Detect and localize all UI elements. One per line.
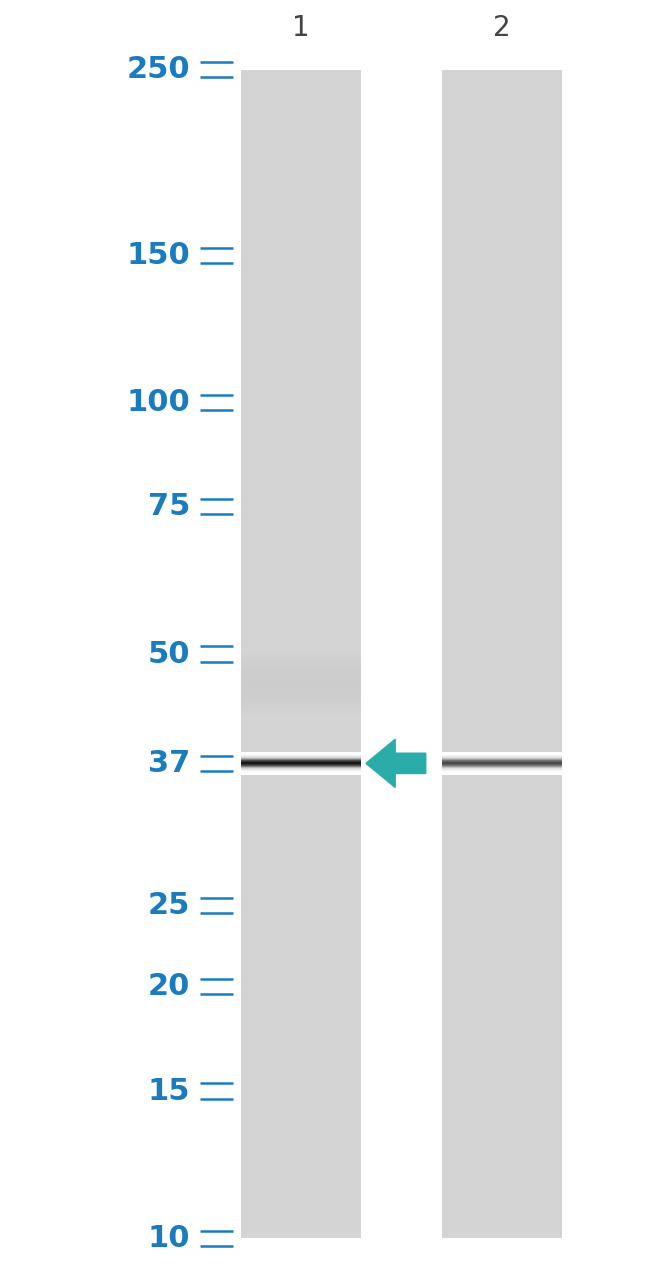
Bar — [240, 654, 361, 655]
Bar — [240, 691, 361, 692]
Bar — [240, 679, 361, 681]
Bar — [240, 698, 361, 700]
Text: 15: 15 — [148, 1077, 190, 1106]
Bar — [240, 706, 361, 709]
Bar — [240, 70, 361, 1238]
Text: 150: 150 — [127, 241, 190, 269]
Bar — [240, 673, 361, 674]
Bar — [240, 685, 361, 686]
Text: 75: 75 — [148, 493, 190, 522]
Bar — [240, 662, 361, 664]
Text: 20: 20 — [148, 972, 190, 1001]
Text: 25: 25 — [148, 892, 190, 921]
Bar — [240, 678, 361, 679]
Bar — [240, 709, 361, 710]
Text: 50: 50 — [148, 640, 190, 668]
Bar — [240, 710, 361, 711]
Text: 100: 100 — [127, 387, 190, 417]
Bar — [240, 667, 361, 668]
Bar — [240, 715, 361, 716]
Bar — [240, 711, 361, 712]
Text: 2: 2 — [493, 14, 511, 42]
Bar — [240, 692, 361, 693]
Bar — [240, 697, 361, 698]
Text: 1: 1 — [292, 14, 309, 42]
Bar — [240, 705, 361, 706]
Bar — [240, 655, 361, 658]
Bar — [240, 660, 361, 662]
FancyArrow shape — [366, 739, 426, 787]
Bar — [240, 704, 361, 705]
Bar — [442, 70, 562, 1238]
Bar — [240, 687, 361, 690]
Bar — [240, 674, 361, 677]
Text: 10: 10 — [148, 1224, 190, 1252]
Bar — [240, 693, 361, 696]
Bar — [240, 658, 361, 659]
Bar — [240, 681, 361, 683]
Bar — [240, 677, 361, 678]
Text: 250: 250 — [127, 56, 190, 84]
Bar — [240, 686, 361, 687]
Bar — [240, 665, 361, 667]
Bar — [240, 664, 361, 665]
Bar — [240, 696, 361, 697]
Bar — [240, 659, 361, 660]
Bar — [240, 671, 361, 672]
Bar — [240, 702, 361, 704]
Bar — [240, 653, 361, 654]
Bar — [240, 712, 361, 715]
Bar — [240, 683, 361, 685]
Bar — [240, 700, 361, 702]
Bar — [240, 668, 361, 671]
Bar — [240, 690, 361, 691]
Bar — [240, 672, 361, 673]
Text: 37: 37 — [148, 749, 190, 777]
